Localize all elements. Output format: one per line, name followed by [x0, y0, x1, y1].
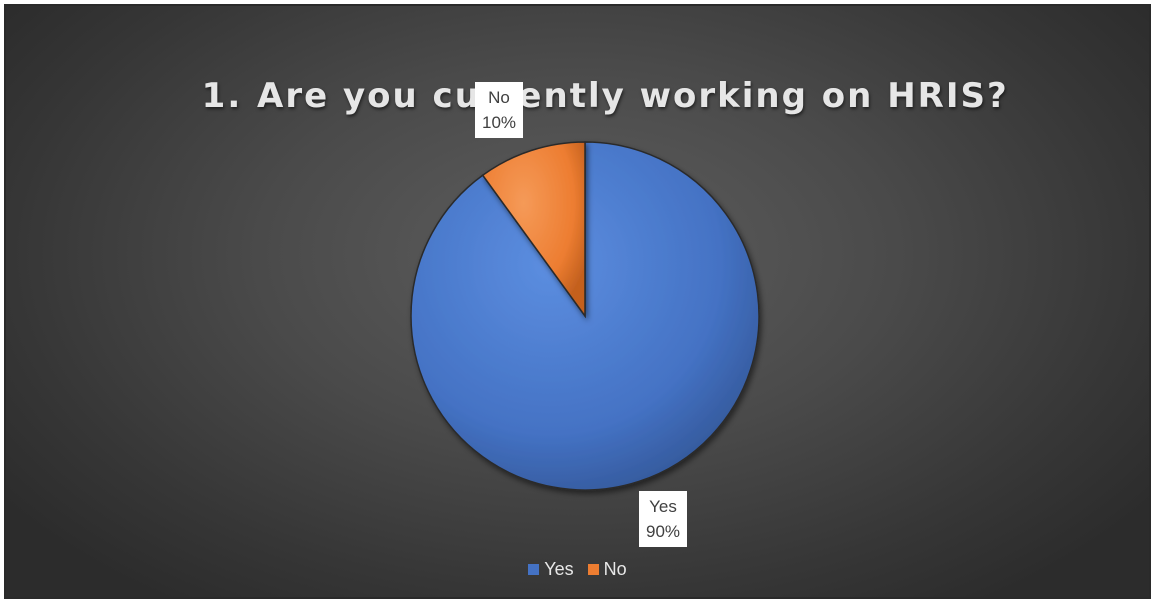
chart-title: 1. Are you currently working on HRIS?: [6, 36, 1149, 156]
legend-entry-yes: Yes: [528, 559, 574, 580]
chart-area: 1. Are you currently working on HRIS? No…: [4, 4, 1151, 599]
pie-slice-no: [481, 141, 586, 319]
data-label-yes-value: 90%: [646, 522, 681, 541]
data-label-yes: Yes 90%: [639, 491, 688, 547]
data-label-yes-category: Yes: [649, 497, 677, 516]
legend-label-no: No: [603, 559, 627, 579]
data-label-no-value: 10%: [482, 113, 517, 132]
chart-title-text: 1. Are you currently working on HRIS?: [201, 76, 1009, 116]
legend-swatch-yes: [528, 564, 540, 575]
legend: Yes No: [6, 559, 1149, 580]
legend-swatch-no: [587, 564, 599, 575]
pie-chart: [410, 141, 760, 491]
legend-label-yes: Yes: [544, 559, 574, 579]
data-label-no-category: No: [488, 88, 510, 107]
data-label-no: No 10%: [475, 82, 524, 138]
legend-entry-no: No: [587, 559, 627, 580]
